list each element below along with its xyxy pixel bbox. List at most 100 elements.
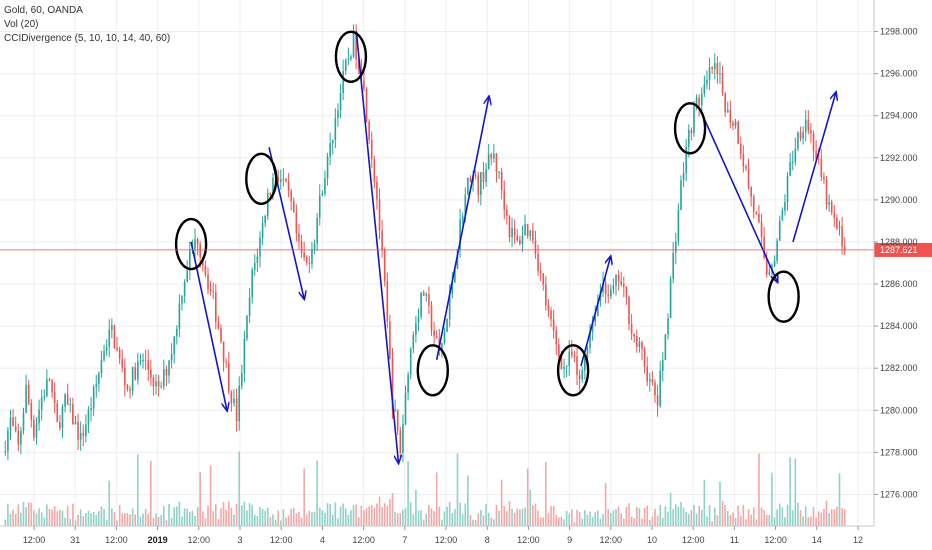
volume-bar bbox=[118, 505, 121, 526]
candle-body bbox=[160, 386, 163, 388]
volume-bar bbox=[222, 502, 225, 526]
candle-body bbox=[729, 109, 732, 124]
candle-body bbox=[383, 249, 386, 281]
legend-indicator[interactable]: CCIDivergence (5, 10, 10, 14, 40, 60) bbox=[4, 33, 171, 44]
volume-bar bbox=[181, 516, 183, 526]
y-tick-label: 1298.000 bbox=[880, 27, 918, 37]
volume-bar bbox=[776, 509, 778, 526]
volume-bar bbox=[287, 515, 290, 526]
volume-bar bbox=[282, 508, 285, 526]
candle-body bbox=[615, 274, 617, 286]
candle-body bbox=[825, 179, 828, 205]
x-tick-label: 31 bbox=[70, 535, 80, 545]
volume-bar bbox=[121, 513, 124, 526]
volume-bar bbox=[207, 505, 209, 526]
volume-bar bbox=[622, 518, 625, 526]
volume-bar bbox=[550, 506, 552, 526]
volume-bar bbox=[620, 513, 623, 526]
candle-body bbox=[620, 281, 623, 285]
volume-bar bbox=[378, 496, 381, 526]
volume-bar bbox=[92, 511, 95, 526]
volume-bar bbox=[64, 517, 66, 526]
candle-body bbox=[246, 315, 248, 339]
volume-bar bbox=[308, 510, 311, 526]
candle-body bbox=[238, 385, 240, 422]
time-axis[interactable]: 12:00 31 12:00 2019 12:00 3 12:00 4 12:00 7 12:00 8… bbox=[23, 526, 863, 545]
candle-body bbox=[513, 228, 516, 236]
volume-bar bbox=[506, 511, 508, 526]
volume-bar bbox=[521, 508, 524, 526]
volume-bar bbox=[230, 507, 233, 526]
price-axis[interactable]: 1276.000 1278.000 1280.000 1282.000 1284.000… bbox=[874, 27, 918, 500]
volume-bar bbox=[454, 508, 456, 526]
candle-body bbox=[118, 349, 121, 359]
volume-bar bbox=[225, 509, 228, 526]
volume-bar bbox=[321, 510, 324, 526]
candle-body bbox=[147, 360, 150, 370]
volume-bar bbox=[9, 513, 12, 526]
volume-bar bbox=[633, 518, 636, 526]
volume-bar bbox=[825, 500, 828, 526]
volume-bar bbox=[485, 503, 487, 526]
candle-body bbox=[685, 146, 687, 173]
x-tick-label: 12:00 bbox=[517, 535, 540, 545]
volume-bar bbox=[581, 518, 584, 526]
candle-body bbox=[576, 356, 578, 376]
volume-bar bbox=[467, 475, 469, 526]
volume-bar bbox=[72, 503, 74, 526]
candle-body bbox=[635, 336, 638, 347]
volume-bar bbox=[303, 468, 305, 526]
volume-bar bbox=[131, 508, 134, 526]
candle-body bbox=[391, 359, 394, 412]
volume-bar bbox=[209, 465, 212, 526]
candle-body bbox=[833, 212, 836, 218]
volume-bar bbox=[142, 513, 144, 526]
candle-body bbox=[409, 348, 412, 375]
volume-bar bbox=[804, 506, 807, 526]
candle-body bbox=[664, 334, 667, 360]
candle-body bbox=[163, 369, 165, 387]
candle-body bbox=[422, 292, 425, 296]
legend-symbol[interactable]: Gold, 60, OANDA bbox=[4, 5, 83, 16]
candle-body bbox=[368, 121, 370, 140]
legend-volume[interactable]: Vol (20) bbox=[4, 19, 39, 30]
candle-body bbox=[789, 162, 791, 176]
candle-body bbox=[56, 402, 59, 423]
volume-bar bbox=[238, 451, 240, 526]
candle-body bbox=[651, 379, 654, 383]
candle-body bbox=[667, 318, 669, 335]
candle-body bbox=[292, 200, 295, 213]
volume-bar bbox=[612, 510, 615, 526]
candle-body bbox=[168, 360, 170, 376]
candle-body bbox=[545, 284, 547, 306]
volume-bar bbox=[113, 512, 116, 526]
volume-bar bbox=[108, 480, 111, 526]
volume-bar bbox=[227, 501, 230, 526]
candle-body bbox=[264, 215, 266, 224]
x-tick-label: 4 bbox=[320, 535, 325, 545]
candle-body bbox=[578, 375, 581, 380]
candle-body bbox=[207, 274, 209, 289]
candle-body bbox=[677, 209, 680, 242]
candle-body bbox=[64, 394, 66, 407]
candle-body bbox=[638, 342, 641, 347]
x-tick-label: 12:00 bbox=[270, 535, 293, 545]
candle-body bbox=[485, 169, 487, 183]
divergence-arrow bbox=[580, 257, 611, 367]
volume-bar bbox=[625, 506, 628, 526]
candle-body bbox=[98, 373, 100, 384]
candle-body bbox=[350, 56, 352, 59]
volume-bar bbox=[656, 515, 659, 526]
volume-bar bbox=[511, 508, 513, 526]
candle-body bbox=[51, 380, 53, 393]
candle-body bbox=[214, 292, 217, 322]
x-tick-label: 9 bbox=[567, 535, 572, 545]
candle-body bbox=[726, 109, 729, 113]
volume-bar bbox=[163, 506, 165, 526]
candle-body bbox=[838, 226, 841, 229]
candle-body bbox=[843, 246, 846, 251]
volume-bar bbox=[313, 511, 316, 526]
candle-body bbox=[571, 351, 573, 356]
candle-body bbox=[617, 274, 620, 282]
